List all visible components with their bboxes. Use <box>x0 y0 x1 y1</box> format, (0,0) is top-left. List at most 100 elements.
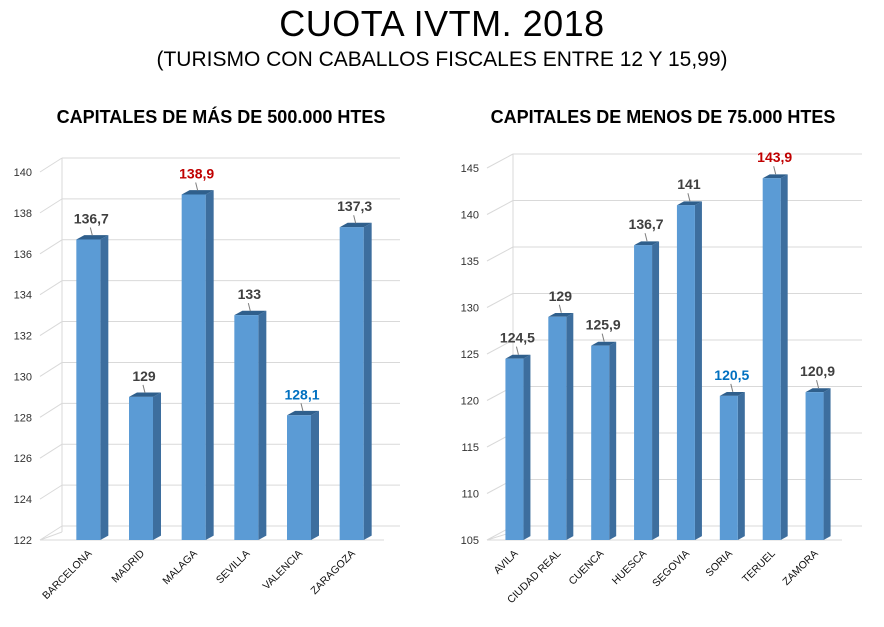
x-tick-label: TERUEL <box>740 548 778 586</box>
y-tick-label: 140 <box>461 210 479 222</box>
x-tick-label: HUESCA <box>610 548 649 587</box>
gridline-depth <box>39 484 63 500</box>
y-tick-label: 126 <box>14 453 32 465</box>
x-tick-label: SEVILLA <box>214 548 253 587</box>
x-tick-label: BARCELONA <box>40 548 94 602</box>
gridline-depth <box>39 280 63 296</box>
bar-top-1 <box>129 392 161 397</box>
bar-side-2 <box>205 190 214 541</box>
gridline-depth <box>39 198 63 214</box>
value-label: 133 <box>238 286 262 302</box>
bar-zamora <box>805 392 824 540</box>
bar-barcelona <box>76 239 101 540</box>
value-leader-line <box>773 166 777 175</box>
bar-top-2 <box>591 341 617 346</box>
bar-top-4 <box>287 410 319 416</box>
bar-side-1 <box>566 312 574 540</box>
value-label: 124,5 <box>500 330 535 346</box>
bar-side-6 <box>780 174 788 540</box>
bar-side-4 <box>694 201 702 540</box>
bar-side-4 <box>311 410 319 540</box>
value-leader-line <box>816 380 820 389</box>
gridline-depth <box>39 321 63 336</box>
bar-side-5 <box>737 392 745 540</box>
bar-top-5 <box>719 392 745 396</box>
y-tick-label: 120 <box>461 396 479 408</box>
value-label: 137,3 <box>337 198 372 214</box>
value-label: 120,9 <box>800 363 835 379</box>
bar-side-1 <box>153 392 161 540</box>
y-tick-label: 124 <box>14 494 32 506</box>
y-tick-label: 140 <box>14 167 32 179</box>
chart-title-small-capitals: CAPITALES DE MENOS DE 75.000 HTES <box>490 107 836 127</box>
bar-top-3 <box>234 310 267 316</box>
page-title: CUOTA IVTM. 2018 <box>279 3 605 44</box>
bar-top-0 <box>76 235 109 240</box>
x-tick-label: SEGOVIA <box>650 548 692 590</box>
bar-segovia <box>676 205 695 540</box>
bar-cuenca <box>591 345 610 540</box>
bar-zaragoza <box>339 227 364 540</box>
gridline-depth <box>39 157 63 173</box>
bar-top-4 <box>676 201 702 206</box>
y-tick-label: 110 <box>461 489 479 501</box>
value-leader-line <box>353 215 357 224</box>
value-label: 136,7 <box>629 216 664 232</box>
bar-top-3 <box>634 241 660 246</box>
bar-top-6 <box>762 174 788 179</box>
value-leader-line <box>558 304 562 313</box>
gridline-depth <box>39 239 63 255</box>
y-tick-label: 145 <box>461 163 479 175</box>
bar-top-7 <box>805 388 831 393</box>
bar-top-2 <box>181 190 214 195</box>
x-tick-label: MADRID <box>109 547 147 585</box>
value-label: 128,1 <box>284 386 319 402</box>
y-tick-label: 122 <box>14 535 32 547</box>
page-subtitle: (TURISMO CON CABALLOS FISCALES ENTRE 12 … <box>156 48 728 71</box>
bar-side-3 <box>652 241 660 540</box>
value-leader-line <box>515 346 519 355</box>
x-tick-label: SORIA <box>703 548 735 580</box>
gridline-depth <box>39 443 63 459</box>
y-tick-label: 105 <box>461 535 479 547</box>
value-label: 129 <box>549 288 573 304</box>
y-tick-label: 125 <box>461 349 479 361</box>
y-tick-label: 132 <box>14 331 32 343</box>
value-leader-line <box>644 233 648 242</box>
y-tick-label: 135 <box>461 256 479 268</box>
gridline-depth <box>486 246 514 262</box>
x-tick-label: ZAMORA <box>780 548 820 588</box>
bar-side-0 <box>523 354 531 540</box>
y-tick-label: 138 <box>14 208 32 220</box>
bar-top-5 <box>339 222 372 228</box>
bar-valencia <box>287 415 311 540</box>
value-leader-line <box>300 403 304 412</box>
y-tick-label: 130 <box>14 371 32 383</box>
value-leader-line <box>195 182 199 191</box>
bar-side-5 <box>363 222 372 541</box>
chart-title-large-capitals: CAPITALES DE MÁS DE 500.000 HTES <box>56 107 386 127</box>
x-tick-label: CUENCA <box>566 548 606 588</box>
bar-madrid <box>129 396 153 540</box>
x-tick-label: VALENCIA <box>260 548 305 593</box>
y-tick-label: 130 <box>461 303 479 315</box>
gridline-depth <box>486 339 514 355</box>
value-label: 120,5 <box>714 367 749 383</box>
value-leader-line <box>89 227 93 236</box>
bar-top-0 <box>505 354 531 359</box>
gridline-depth <box>39 362 63 377</box>
gridline-depth <box>486 153 514 169</box>
bar-teruel <box>762 178 781 541</box>
bar-side-3 <box>258 310 267 540</box>
value-label: 143,9 <box>757 149 792 165</box>
gridline-depth <box>39 402 63 418</box>
x-tick-label: AVILA <box>492 548 521 577</box>
value-leader-line <box>601 333 605 342</box>
bar-top-1 <box>548 312 574 317</box>
bar-ciudad-real <box>548 316 567 540</box>
y-tick-label: 115 <box>461 442 479 454</box>
x-tick-label: MALAGA <box>160 548 199 587</box>
bar-huesca <box>634 245 653 540</box>
value-label: 125,9 <box>586 317 621 333</box>
value-label: 138,9 <box>179 165 214 181</box>
